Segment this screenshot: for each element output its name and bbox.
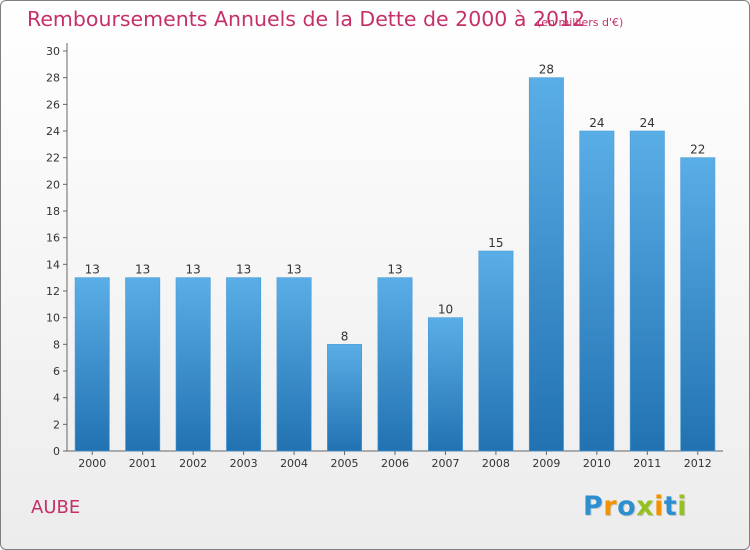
y-tick-label: 4 [53, 392, 60, 405]
proxiti-logo: Proxiti [583, 491, 687, 522]
y-tick-label: 0 [53, 445, 60, 458]
bar-value-label: 28 [539, 63, 554, 77]
y-tick-label: 24 [46, 125, 60, 138]
y-tick-label: 26 [46, 98, 60, 111]
bar [579, 130, 615, 452]
logo-letter: r [603, 491, 618, 522]
bar [478, 250, 514, 452]
bar [428, 317, 463, 452]
x-tick-label: 2006 [381, 457, 409, 470]
chart-bars [74, 77, 716, 452]
bar [377, 277, 413, 452]
y-tick-label: 14 [46, 258, 60, 271]
x-tick-label: 2007 [431, 457, 459, 470]
y-tick-label: 12 [46, 285, 60, 298]
place-name: AUBE [31, 497, 81, 518]
chart-labels: 13 13 13 13 13 8 13 10 15 28 24 24 22 [85, 63, 706, 344]
bar-value-label: 10 [438, 303, 453, 317]
bar-value-label: 22 [690, 143, 705, 157]
y-tick-label: 2 [53, 418, 60, 431]
y-tick-label: 18 [46, 205, 60, 218]
y-tick-label: 22 [46, 152, 60, 165]
chart-subtitle: (en milliers d'€) [537, 16, 624, 29]
y-tick-label: 8 [53, 338, 60, 351]
y-tick-label: 6 [53, 365, 60, 378]
chart-title: Remboursements Annuels de la Dette de 20… [27, 7, 586, 31]
x-tick-label: 2001 [129, 457, 157, 470]
bar-value-label: 24 [640, 116, 655, 130]
bar-value-label: 13 [85, 263, 100, 277]
logo-letter: t [663, 491, 678, 522]
logo-letter: P [583, 491, 604, 522]
logo-letter: o [617, 491, 637, 522]
logo-letter: i [654, 491, 664, 522]
bar-value-label: 13 [135, 263, 150, 277]
y-tick-label: 30 [46, 45, 60, 58]
bar [175, 277, 211, 452]
x-tick-label: 2008 [482, 457, 510, 470]
y-tick-label: 20 [46, 178, 60, 191]
bar [74, 277, 110, 452]
x-tick-label: 2003 [230, 457, 258, 470]
bar-value-label: 13 [387, 263, 402, 277]
logo-letter: x [636, 491, 655, 522]
bar-value-label: 13 [186, 263, 201, 277]
bar-value-label: 15 [488, 236, 503, 250]
bar [528, 77, 564, 452]
x-tick-label: 2002 [179, 457, 207, 470]
y-tick-label: 10 [46, 312, 60, 325]
x-tick-label: 2004 [280, 457, 308, 470]
x-tick-label: 2005 [331, 457, 359, 470]
bar [629, 130, 665, 452]
x-tick-label: 2000 [78, 457, 106, 470]
bar-value-label: 13 [286, 263, 301, 277]
bar [276, 277, 312, 452]
bar [226, 277, 262, 452]
bar-value-label: 8 [341, 329, 349, 343]
x-tick-label: 2009 [532, 457, 560, 470]
x-tick-label: 2012 [684, 457, 712, 470]
logo-letter: i [677, 491, 688, 522]
bar-value-label: 24 [589, 116, 604, 130]
y-tick-label: 16 [46, 232, 60, 245]
x-tick-label: 2010 [583, 457, 611, 470]
bar [125, 277, 161, 452]
bar [327, 344, 362, 452]
y-tick-label: 28 [46, 72, 60, 85]
x-tick-label: 2011 [633, 457, 661, 470]
bar-value-label: 13 [236, 263, 251, 277]
bar [680, 157, 716, 452]
